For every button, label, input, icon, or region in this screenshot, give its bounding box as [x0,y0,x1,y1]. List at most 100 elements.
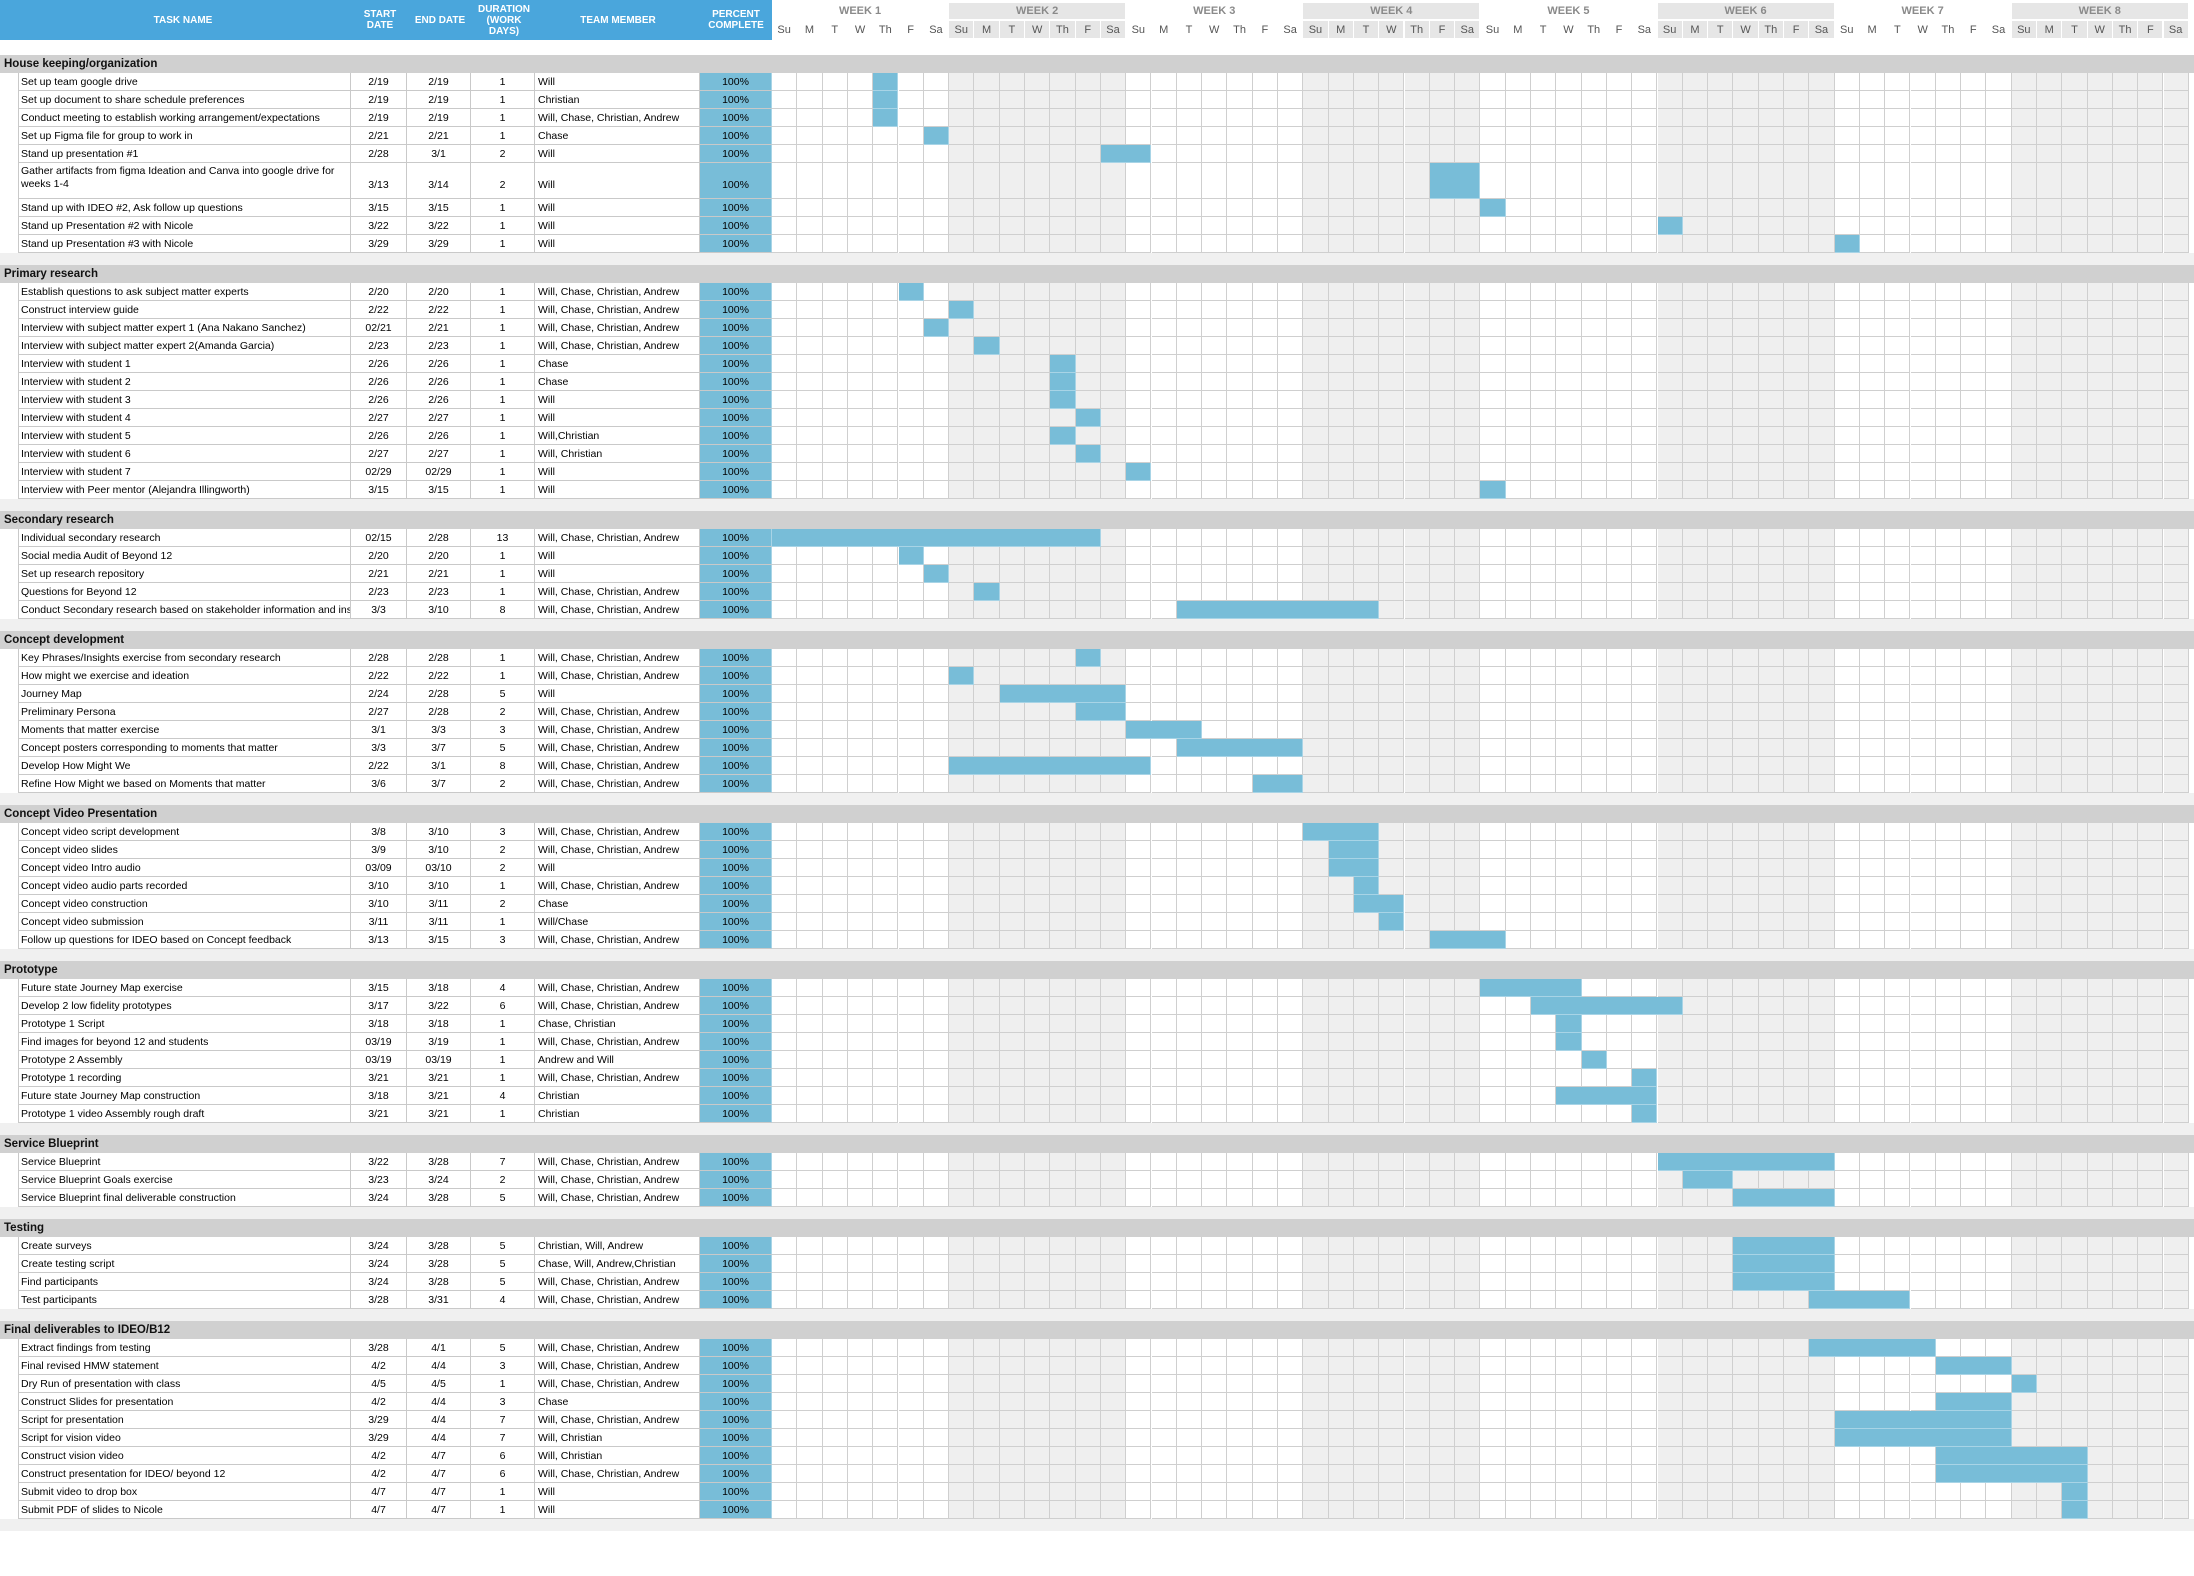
timeline-cell[interactable] [923,1291,950,1309]
timeline-cell[interactable] [1606,463,1633,481]
task-name-cell[interactable]: Interview with student 2 [18,373,351,391]
timeline-cell[interactable] [1278,1189,1304,1207]
timeline-cell[interactable] [1758,1291,1784,1309]
timeline-cell[interactable] [2037,481,2063,499]
timeline-cell[interactable] [1531,1237,1557,1255]
timeline-cell[interactable] [873,283,899,301]
timeline-cell[interactable] [1859,1189,1886,1207]
timeline-cell[interactable] [1935,529,1962,547]
timeline-cell[interactable] [1353,1273,1380,1291]
timeline-cell[interactable] [1151,1483,1177,1501]
timeline-cell[interactable] [822,1255,848,1273]
timeline-cell[interactable] [1202,163,1228,199]
timeline-cell[interactable] [1708,427,1734,445]
timeline-cell[interactable] [1784,739,1810,757]
team-member-cell[interactable]: Chase [535,355,700,373]
timeline-cell[interactable] [974,481,1000,499]
timeline-cell[interactable] [1379,721,1405,739]
start-date-cell[interactable]: 2/23 [351,583,407,601]
timeline-cell[interactable] [949,979,975,997]
duration-cell[interactable]: 5 [471,1339,535,1357]
gantt-bar[interactable] [1328,859,1380,877]
timeline-cell[interactable] [1556,1255,1582,1273]
timeline-cell[interactable] [1885,1501,1911,1519]
timeline-cell[interactable] [1885,409,1911,427]
timeline-cell[interactable] [1303,217,1329,235]
timeline-cell[interactable] [1328,73,1354,91]
timeline-cell[interactable] [898,757,924,775]
timeline-cell[interactable] [1885,319,1911,337]
timeline-cell[interactable] [1809,685,1835,703]
timeline-cell[interactable] [772,1429,798,1447]
timeline-cell[interactable] [2163,91,2189,109]
timeline-cell[interactable] [1556,1273,1582,1291]
timeline-cell[interactable] [1075,109,1101,127]
timeline-cell[interactable] [1480,391,1506,409]
end-date-cell[interactable]: 2/26 [407,355,471,373]
timeline-cell[interactable] [1859,685,1886,703]
timeline-cell[interactable] [1606,163,1633,199]
timeline-cell[interactable] [1100,547,1127,565]
timeline-cell[interactable] [1632,1189,1658,1207]
timeline-cell[interactable] [822,463,848,481]
percent-complete-cell[interactable]: 100% [700,529,772,547]
timeline-cell[interactable] [1708,1015,1734,1033]
task-row[interactable]: Individual secondary research 02/15 2/28 13… [0,529,2194,547]
timeline-cell[interactable] [847,877,874,895]
timeline-cell[interactable] [1303,1411,1329,1429]
timeline-cell[interactable] [1126,1237,1152,1255]
timeline-cell[interactable] [999,979,1025,997]
task-row[interactable]: Script for presentation 3/29 4/4 7 Will, Cha… [0,1411,2194,1429]
timeline-cell[interactable] [1910,109,1936,127]
timeline-cell[interactable] [1202,1171,1228,1189]
timeline-cell[interactable] [999,463,1025,481]
timeline-cell[interactable] [1404,649,1430,667]
timeline-cell[interactable] [1227,337,1253,355]
timeline-cell[interactable] [923,1483,950,1501]
timeline-cell[interactable] [2087,91,2113,109]
task-row[interactable]: Conduct meeting to establish working arr… [0,109,2194,127]
timeline-cell[interactable] [1708,913,1734,931]
timeline-cell[interactable] [1632,775,1658,793]
timeline-cell[interactable] [1126,1429,1152,1447]
task-name-cell[interactable]: Set up team google drive [18,73,351,91]
timeline-cell[interactable] [772,757,798,775]
timeline-cell[interactable] [974,235,1000,253]
timeline-cell[interactable] [1556,565,1582,583]
timeline-cell[interactable] [1480,1483,1506,1501]
team-member-cell[interactable]: Will [535,1501,700,1519]
duration-cell[interactable]: 1 [471,373,535,391]
timeline-cell[interactable] [1404,1171,1430,1189]
timeline-cell[interactable] [1885,1033,1911,1051]
timeline-cell[interactable] [1050,199,1076,217]
gantt-bar[interactable] [1809,1291,1911,1309]
timeline-cell[interactable] [1935,391,1962,409]
timeline-cell[interactable] [1429,1393,1456,1411]
start-date-cell[interactable]: 2/26 [351,373,407,391]
timeline-cell[interactable] [1632,979,1658,997]
timeline-cell[interactable] [1480,1033,1506,1051]
task-row[interactable]: Construct Slides for presentation 4/2 4/4 3… [0,1393,2194,1411]
timeline-cell[interactable] [949,1033,975,1051]
timeline-cell[interactable] [1379,145,1405,163]
task-name-cell[interactable]: Future state Journey Map exercise [18,979,351,997]
timeline-cell[interactable] [2112,1483,2139,1501]
timeline-cell[interactable] [1328,583,1354,601]
timeline-cell[interactable] [999,373,1025,391]
timeline-cell[interactable] [1986,1339,2012,1357]
timeline-cell[interactable] [1278,217,1304,235]
timeline-cell[interactable] [1176,1033,1203,1051]
timeline-cell[interactable] [1682,1087,1709,1105]
timeline-cell[interactable] [1278,841,1304,859]
timeline-cell[interactable] [1278,1393,1304,1411]
timeline-cell[interactable] [1176,145,1203,163]
timeline-cell[interactable] [1758,301,1784,319]
timeline-cell[interactable] [1480,301,1506,319]
timeline-cell[interactable] [1480,1087,1506,1105]
timeline-cell[interactable] [1303,319,1329,337]
gantt-bar[interactable] [873,109,899,127]
timeline-cell[interactable] [797,217,823,235]
timeline-cell[interactable] [1606,1339,1633,1357]
timeline-cell[interactable] [1429,565,1456,583]
timeline-cell[interactable] [873,1015,899,1033]
